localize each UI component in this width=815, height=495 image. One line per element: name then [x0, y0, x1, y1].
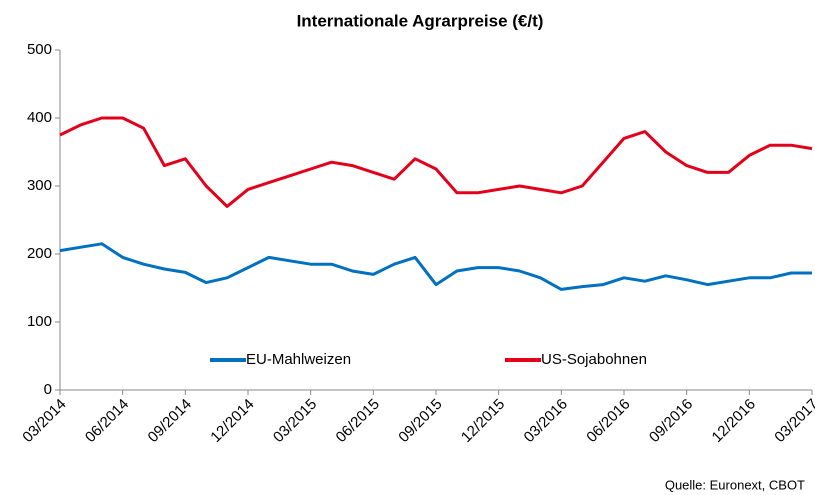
x-tick-label: 09/2015 [395, 396, 445, 446]
source: Quelle: Euronext, CBOT [665, 477, 805, 492]
x-tick-label: 06/2016 [583, 396, 633, 446]
x-tick-label: 12/2016 [709, 396, 759, 446]
x-tick-label: 12/2014 [207, 396, 257, 446]
legend-label: US-Sojabohnen [541, 351, 647, 368]
series-line [59, 116, 813, 208]
y-tick-label: 500 [27, 41, 52, 58]
series-line [59, 242, 812, 291]
x-tick-label: 03/2014 [19, 396, 69, 446]
y-tick-label: 200 [27, 245, 52, 262]
y-tick-label: 0 [44, 381, 52, 398]
x-tick-label: 06/2015 [333, 396, 383, 446]
chart-title: Internationale Agrarpreise (€/t) [297, 11, 544, 30]
legend-label: EU-Mahlweizen [246, 351, 351, 368]
x-tick-label: 09/2016 [646, 396, 696, 446]
x-tick-label: 03/2015 [270, 396, 320, 446]
x-tick-label: 06/2014 [82, 396, 132, 446]
y-tick-label: 300 [27, 177, 52, 194]
x-tick-label: 09/2014 [145, 396, 195, 446]
x-tick-label: 12/2015 [458, 396, 508, 446]
y-tick-label: 100 [27, 313, 52, 330]
x-tick-label: 03/2017 [771, 396, 815, 446]
y-tick-label: 400 [27, 109, 52, 126]
x-tick-label: 03/2016 [521, 396, 571, 446]
